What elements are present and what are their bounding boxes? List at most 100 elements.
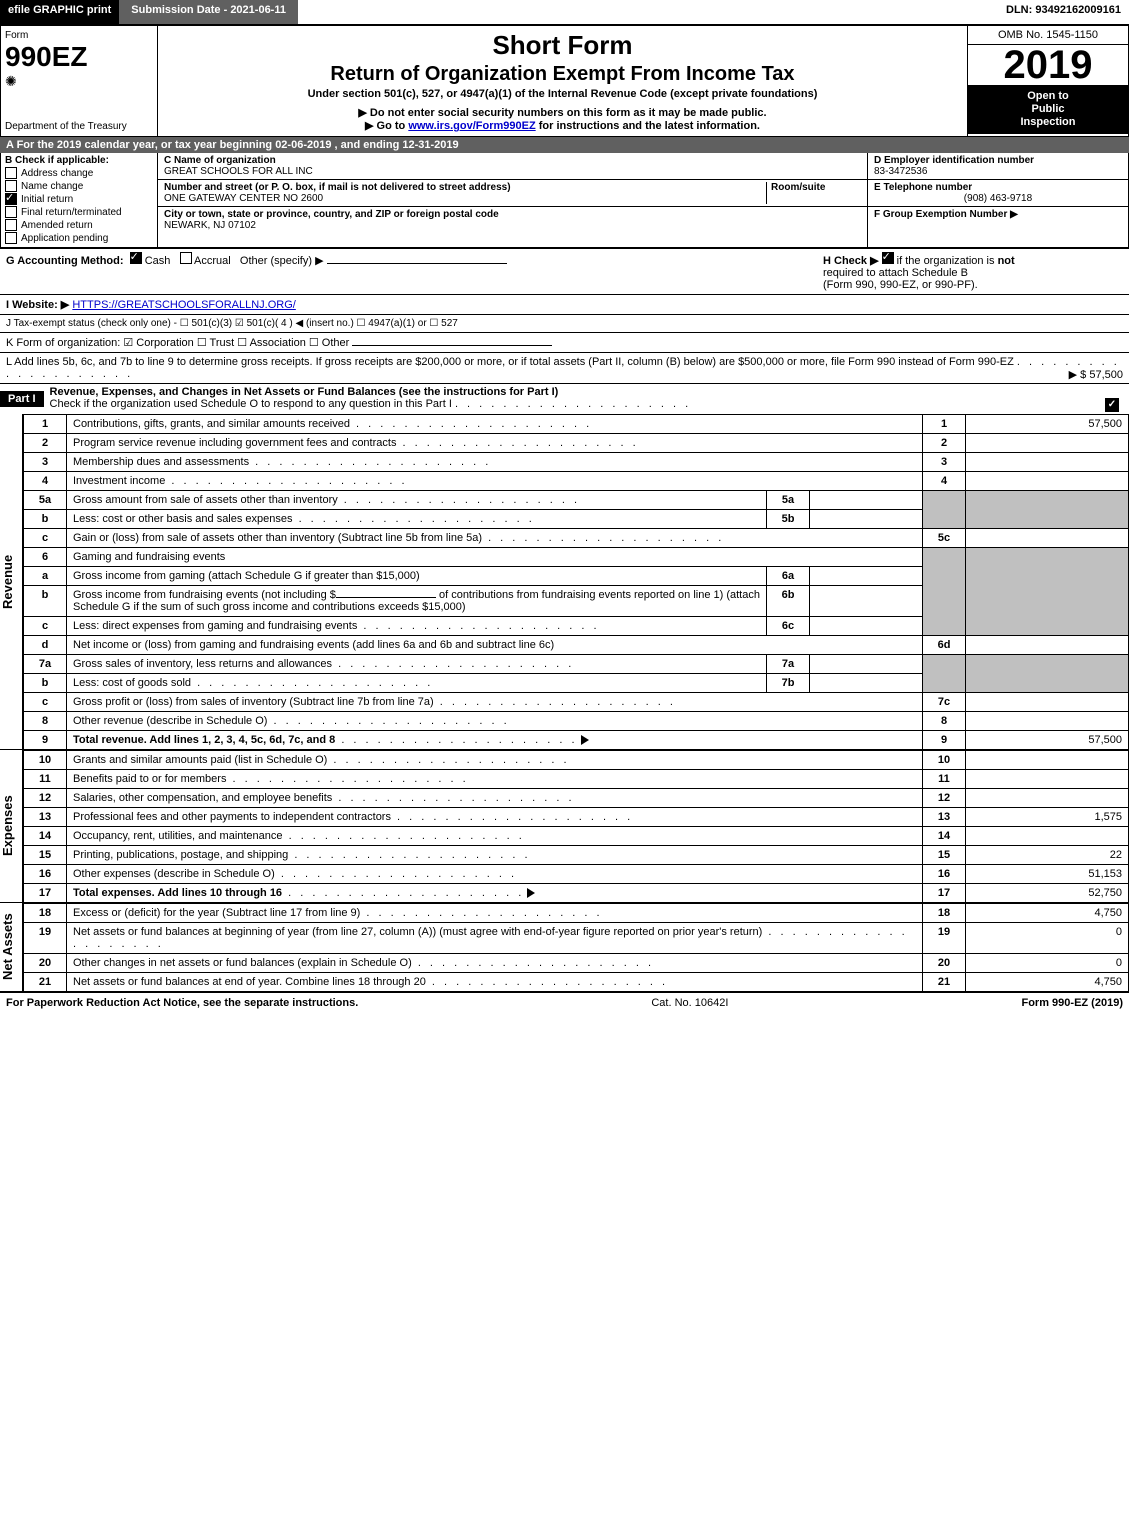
netassets-table: 18Excess or (deficit) for the year (Subt… <box>23 903 1129 992</box>
box-b-label: B Check if applicable: <box>5 155 153 166</box>
title-short-form: Short Form <box>166 30 959 61</box>
chk-address-change[interactable]: Address change <box>5 167 153 179</box>
org-addr-row: Number and street (or P. O. box, if mail… <box>158 180 867 207</box>
netassets-section: Net Assets 18Excess or (deficit) for the… <box>0 903 1129 992</box>
line-11: 11Benefits paid to or for members11 <box>24 770 1129 789</box>
title-return: Return of Organization Exempt From Incom… <box>166 63 959 86</box>
revenue-vlabel: Revenue <box>0 414 23 750</box>
calendar-year-band: A For the 2019 calendar year, or tax yea… <box>0 137 1129 153</box>
header-right: OMB No. 1545-1150 2019 Open to Public In… <box>967 26 1128 136</box>
org-name-row: C Name of organization GREAT SCHOOLS FOR… <box>158 153 867 180</box>
box-h: H Check ▶ if the organization is not req… <box>823 252 1123 291</box>
box-f: F Group Exemption Number ▶ <box>868 207 1128 222</box>
box-d: D Employer identification number 83-3472… <box>868 153 1128 180</box>
line-gh: G Accounting Method: Cash Accrual Other … <box>0 248 1129 294</box>
line-2: 2Program service revenue including gover… <box>24 434 1129 453</box>
line-5c: cGain or (loss) from sale of assets othe… <box>24 529 1129 548</box>
chk-final-return[interactable]: Final return/terminated <box>5 206 153 218</box>
irs-link[interactable]: www.irs.gov/Form990EZ <box>408 120 535 132</box>
part-i-label: Part I <box>0 391 44 407</box>
tax-year: 2019 <box>968 45 1128 86</box>
line-17: 17Total expenses. Add lines 10 through 1… <box>24 884 1129 903</box>
gross-receipts-value: ▶ $ 57,500 <box>1069 368 1123 381</box>
schedule-o-check-icon: ✓ <box>1105 398 1119 412</box>
org-name: GREAT SCHOOLS FOR ALL INC <box>164 166 861 177</box>
arrow-icon <box>581 735 589 745</box>
title-under-section: Under section 501(c), 527, or 4947(a)(1)… <box>166 88 959 100</box>
line-16: 16Other expenses (describe in Schedule O… <box>24 865 1129 884</box>
expenses-vlabel: Expenses <box>0 750 23 903</box>
line-18: 18Excess or (deficit) for the year (Subt… <box>24 904 1129 923</box>
box-e: E Telephone number (908) 463-9718 <box>868 180 1128 207</box>
irs-eagle-icon: ✺ <box>5 73 153 90</box>
box-c: C Name of organization GREAT SCHOOLS FOR… <box>158 153 867 247</box>
box-i: I Website: ▶ HTTPS://GREATSCHOOLSFORALLN… <box>0 294 1129 314</box>
line-21: 21Net assets or fund balances at end of … <box>24 973 1129 992</box>
header-left: Form 990EZ ✺ Department of the Treasury <box>1 26 158 136</box>
line-1: 1Contributions, gifts, grants, and simil… <box>24 415 1129 434</box>
line-7a: 7aGross sales of inventory, less returns… <box>24 655 1129 674</box>
box-k: K Form of organization: ☑ Corporation ☐ … <box>0 332 1129 352</box>
open-to-public-inspection: Open to Public Inspection <box>968 86 1128 134</box>
ein-value: 83-3472536 <box>874 166 1122 177</box>
efile-graphic-print-button[interactable]: efile GRAPHIC print <box>0 0 119 24</box>
line-4: 4Investment income4 <box>24 472 1129 491</box>
netassets-vlabel: Net Assets <box>0 903 23 992</box>
ssn-warning: ▶ Do not enter social security numbers o… <box>166 106 959 119</box>
topbar-spacer <box>298 0 998 24</box>
page-footer: For Paperwork Reduction Act Notice, see … <box>0 992 1129 1013</box>
line-5a: 5aGross amount from sale of assets other… <box>24 491 1129 510</box>
top-bar: efile GRAPHIC print Submission Date - 20… <box>0 0 1129 25</box>
revenue-section: Revenue 1Contributions, gifts, grants, a… <box>0 414 1129 750</box>
line-19: 19Net assets or fund balances at beginni… <box>24 923 1129 954</box>
line-14: 14Occupancy, rent, utilities, and mainte… <box>24 827 1129 846</box>
boxes-def: D Employer identification number 83-3472… <box>867 153 1128 247</box>
box-g: G Accounting Method: Cash Accrual Other … <box>6 252 507 267</box>
catalog-number: Cat. No. 10642I <box>651 997 728 1009</box>
header-center: Short Form Return of Organization Exempt… <box>158 26 967 136</box>
other-org-input[interactable] <box>352 345 552 346</box>
form-number-footer: Form 990-EZ (2019) <box>1021 997 1123 1009</box>
line-15: 15Printing, publications, postage, and s… <box>24 846 1129 865</box>
org-address: ONE GATEWAY CENTER NO 2600 <box>164 193 766 204</box>
line-6: 6Gaming and fundraising events <box>24 548 1129 567</box>
box-l: L Add lines 5b, 6c, and 7b to line 9 to … <box>0 352 1129 383</box>
dept-treasury: Department of the Treasury <box>5 121 127 132</box>
box-b: B Check if applicable: Address change Na… <box>1 153 158 247</box>
revenue-table: 1Contributions, gifts, grants, and simil… <box>23 414 1129 750</box>
org-city-row: City or town, state or province, country… <box>158 207 867 233</box>
form-word: Form <box>5 30 153 41</box>
line-3: 3Membership dues and assessments3 <box>24 453 1129 472</box>
chk-name-change[interactable]: Name change <box>5 180 153 192</box>
chk-application-pending[interactable]: Application pending <box>5 232 153 244</box>
room-suite-label: Room/suite <box>771 182 861 193</box>
org-city: NEWARK, NJ 07102 <box>164 220 861 231</box>
chk-schedule-b[interactable] <box>882 252 894 264</box>
line-9: 9Total revenue. Add lines 1, 2, 3, 4, 5c… <box>24 731 1129 750</box>
goto-instructions: ▶ Go to www.irs.gov/Form990EZ for instru… <box>166 119 959 132</box>
part-i-sub: Check if the organization used Schedule … <box>50 398 452 410</box>
chk-accrual[interactable] <box>180 252 192 264</box>
form-header: Form 990EZ ✺ Department of the Treasury … <box>0 25 1129 137</box>
line-6d: dNet income or (loss) from gaming and fu… <box>24 636 1129 655</box>
website-link[interactable]: HTTPS://GREATSCHOOLSFORALLNJ.ORG/ <box>72 299 296 311</box>
chk-amended-return[interactable]: Amended return <box>5 219 153 231</box>
chk-initial-return[interactable]: Initial return <box>5 193 153 205</box>
submission-date-button[interactable]: Submission Date - 2021-06-11 <box>119 0 298 24</box>
form-number: 990EZ <box>5 41 153 73</box>
expenses-table: 10Grants and similar amounts paid (list … <box>23 750 1129 903</box>
line-12: 12Salaries, other compensation, and empl… <box>24 789 1129 808</box>
other-specify-input[interactable] <box>327 263 507 264</box>
line-10: 10Grants and similar amounts paid (list … <box>24 751 1129 770</box>
phone-value: (908) 463-9718 <box>874 193 1122 204</box>
line-7c: cGross profit or (loss) from sales of in… <box>24 693 1129 712</box>
dln-label: DLN: 93492162009161 <box>998 0 1129 24</box>
section-a: B Check if applicable: Address change Na… <box>0 153 1129 248</box>
paperwork-notice: For Paperwork Reduction Act Notice, see … <box>6 997 358 1009</box>
expenses-section: Expenses 10Grants and similar amounts pa… <box>0 750 1129 903</box>
chk-cash[interactable] <box>130 252 142 264</box>
line-20: 20Other changes in net assets or fund ba… <box>24 954 1129 973</box>
part-i-title: Revenue, Expenses, and Changes in Net As… <box>50 386 559 398</box>
part-i-header: Part I Revenue, Expenses, and Changes in… <box>0 383 1129 414</box>
line-8: 8Other revenue (describe in Schedule O)8 <box>24 712 1129 731</box>
